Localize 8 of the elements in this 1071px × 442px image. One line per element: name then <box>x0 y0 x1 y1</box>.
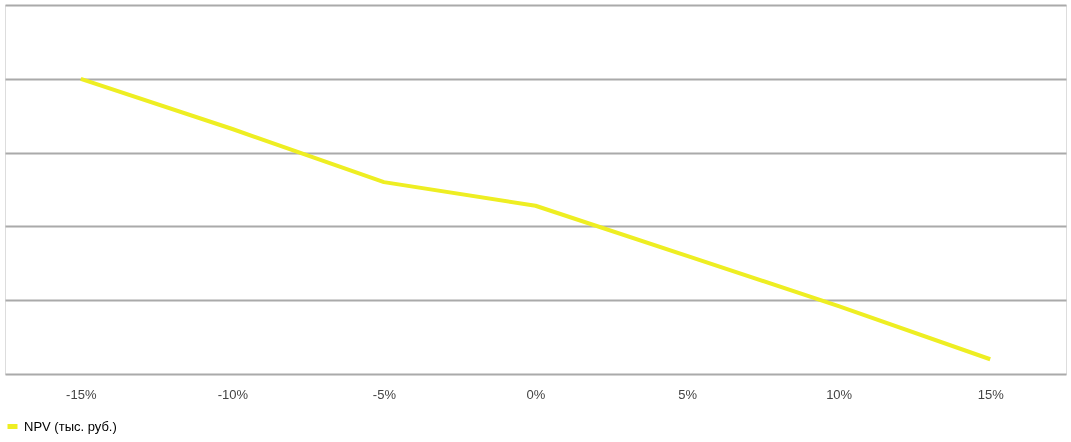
x-tick-label: -10% <box>217 386 249 402</box>
x-tick-label: 5% <box>678 386 698 402</box>
x-tick-label: 15% <box>977 386 1005 402</box>
x-tick-label: -5% <box>372 386 397 402</box>
legend-label: NPV (тыс. руб.) <box>24 418 117 434</box>
x-tick-label: -15% <box>66 386 97 402</box>
x-tick-label: 0% <box>526 386 546 402</box>
x-tick-label: 10% <box>826 386 853 402</box>
